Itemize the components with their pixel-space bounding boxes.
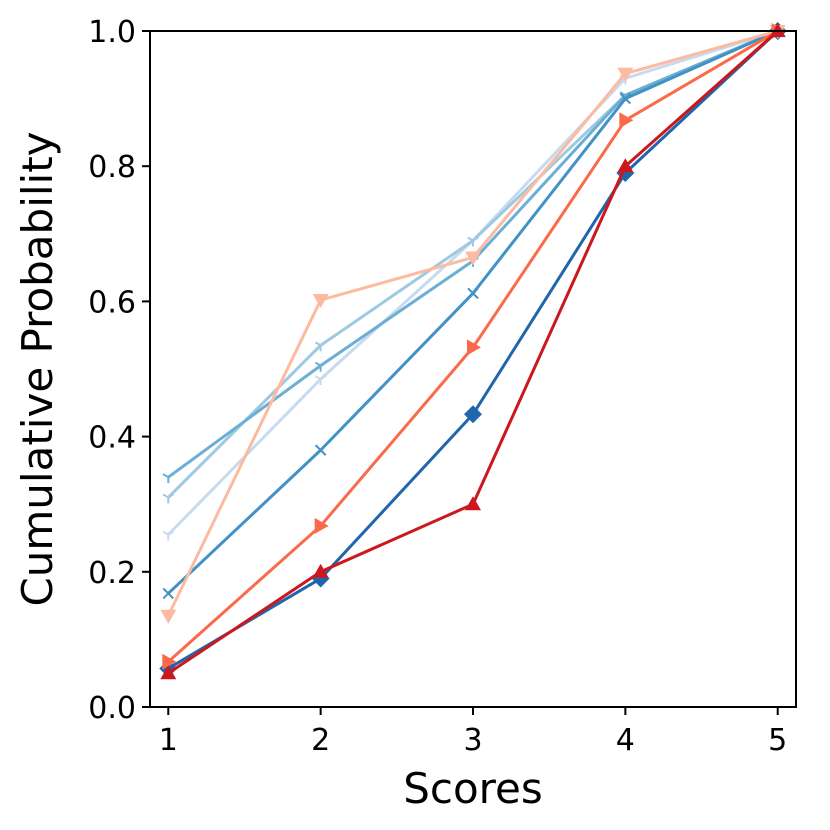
series-6: [162, 23, 786, 670]
y-tick-label: 0.4: [88, 421, 136, 456]
axes-frame: [149, 30, 797, 708]
y-tick-label: 0.8: [88, 150, 136, 185]
series-2-point: [314, 361, 327, 372]
series-3-point: [162, 587, 174, 600]
plot-area: [159, 22, 787, 680]
series-3-point: [467, 287, 479, 299]
series-4-point: [464, 405, 482, 424]
series-1-point: [162, 493, 175, 504]
series-7: [160, 23, 786, 680]
series-6-point: [467, 339, 481, 356]
tick-group: 1 2 3 4 5 0.0 0.2 0.4 0.6 0.8 1.0: [88, 15, 787, 758]
series-5-point: [160, 609, 177, 624]
series-3-point: [314, 444, 327, 456]
series-5-point: [312, 294, 329, 309]
y-tick-label: 1.0: [88, 15, 136, 50]
y-tick-label: 0.6: [88, 285, 136, 320]
x-tick-label: 5: [768, 723, 787, 758]
series-1-point: [467, 236, 479, 247]
x-axis-label: Scores: [403, 764, 543, 813]
series-7-point: [465, 496, 481, 511]
series-0-line: [167, 29, 779, 536]
y-tick-label: 0.2: [88, 556, 136, 591]
series-5-line: [166, 29, 779, 617]
series-5-point: [465, 251, 481, 266]
y-axis-label: Cumulative Probability: [13, 131, 62, 606]
series-5: [160, 25, 786, 624]
series-6-point: [619, 112, 634, 129]
series-0-point: [314, 375, 327, 386]
series-7-line: [167, 29, 779, 675]
series-1-point: [314, 341, 327, 352]
series-5-point: [617, 67, 634, 82]
x-tick-label: 3: [463, 723, 482, 758]
y-tick-label: 0.0: [88, 691, 136, 726]
series-2-point: [162, 473, 175, 484]
series-7-point: [312, 563, 329, 578]
series-6-point: [314, 517, 329, 534]
series-7-point: [160, 665, 177, 680]
series-7-point: [617, 158, 634, 173]
x-tick-label: 4: [616, 723, 635, 758]
series-3-point: [619, 92, 632, 105]
x-tick-label: 2: [311, 723, 330, 758]
x-tick-label: 1: [159, 723, 178, 758]
series-0-point: [162, 530, 175, 541]
series-6-point: [162, 653, 177, 670]
series-0: [162, 27, 784, 541]
